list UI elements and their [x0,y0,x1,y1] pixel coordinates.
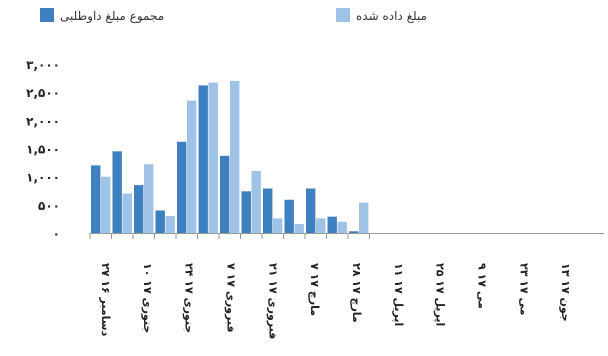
x-category-label: ۲۳ می ۱۷ [517,263,530,315]
x-axis-ticks [89,233,370,239]
y-tick-label: ۱,۰۰۰ [26,171,60,185]
bar-total-bid [349,231,359,233]
x-category-label: ۲۴ جنوری ۱۷ [183,263,196,333]
x-category-label: ۱۰ جنوری ۱۷ [141,263,154,333]
x-category-label: ۱۱ اپریل ۱۷ [392,263,405,326]
legend-swatch-amount-paid [336,8,350,22]
legend-label-total-bid: مجموع مبلغ داوطلبی [60,9,164,24]
bar-amount-paid [187,100,197,233]
bar-total-bid [198,85,208,233]
legend-label-amount-paid: مبلغ داده شده [356,9,427,23]
bar-amount-paid [294,223,304,233]
bar-amount-paid [230,80,240,234]
bar-total-bid [134,185,144,233]
x-axis-labels: ۲۷ دسامبر ۱۶ ۱۰ جنوری ۱۷ ۲۴ جنوری ۱۷ ۷ فبرو… [99,263,572,339]
bar-amount-paid [251,171,261,233]
bar-total-bid [91,165,101,233]
bar-total-bid [263,188,273,233]
y-tick-label: ۲,۵۰۰ [26,86,60,100]
bars [91,80,369,234]
x-category-label: ۱۳ جون ۱۷ [559,263,572,322]
x-category-label: ۹ می ۱۷ [476,263,489,309]
x-category-label: ۷ مارچ ۱۷ [307,263,321,316]
bar-amount-paid [144,164,154,233]
legend-swatch-total-bid [40,8,54,22]
legend: مجموع مبلغ داوطلبی مبلغ داده شده [40,8,427,24]
bar-total-bid [220,155,230,233]
bar-amount-paid [208,82,218,233]
bar-amount-paid [122,193,132,233]
y-tick-label: ۳,۰۰۰ [26,58,60,72]
bar-total-bid [241,191,251,233]
bar-total-bid [327,216,337,233]
bar-total-bid [155,210,165,233]
bar-amount-paid [165,216,175,233]
x-category-label: ۷ فبروری ۱۷ [225,263,238,333]
x-category-label: ۲۷ دسامبر ۱۶ [99,263,112,337]
bar-amount-paid [316,218,326,233]
y-tick-label: ۱,۵۰۰ [26,143,60,157]
y-axis: ۰ ۵۰۰ ۱,۰۰۰ ۱,۵۰۰ ۲,۰۰۰ ۲,۵۰۰ ۳,۰۰۰ [26,58,60,241]
bar-total-bid [284,199,294,233]
x-category-label: ۲۱ فبروری ۱۷ [266,263,279,339]
bar-total-bid [177,141,187,233]
y-tick-label: ۲,۰۰۰ [26,114,60,128]
x-category-label: ۲۸ مارچ ۱۷ [349,263,363,323]
y-tick-label: ۰ [53,227,60,241]
bar-amount-paid [101,176,111,233]
bar-total-bid [112,151,122,233]
bar-total-bid [306,188,316,233]
y-tick-label: ۵۰۰ [38,199,60,213]
x-category-label: ۲۵ اپریل ۱۷ [434,263,447,326]
bar-amount-paid [273,218,283,233]
bar-amount-paid [359,202,369,233]
bar-amount-paid [337,221,347,233]
